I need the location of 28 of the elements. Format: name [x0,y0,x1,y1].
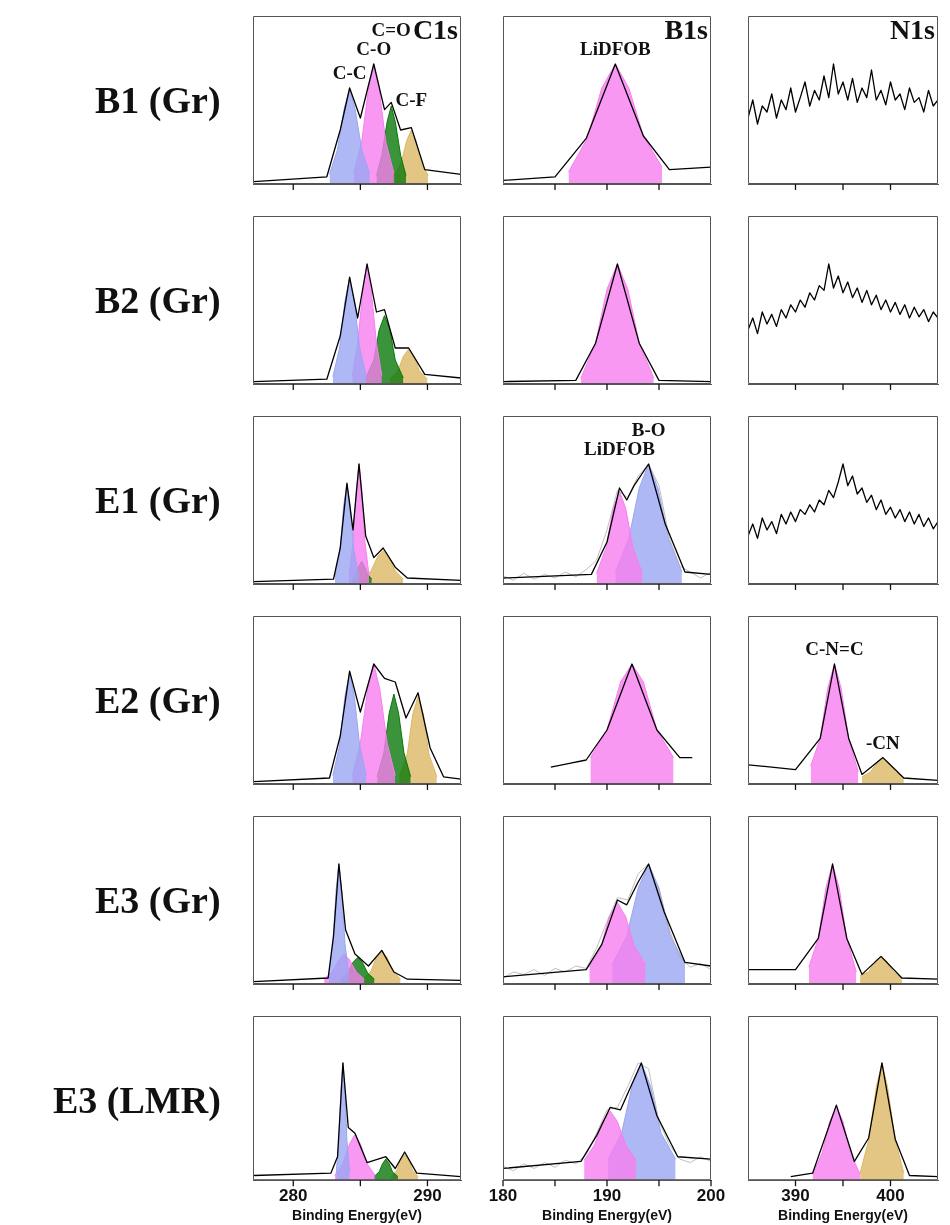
text: LiDFOB [579,38,652,60]
x-tick-label: 200 [696,1186,726,1206]
text: C=O [371,19,411,41]
y-axis-title: E3 (LMR) [53,1078,221,1122]
y-axis-title: B1 (Gr) [95,78,221,122]
y-axis-title: E1 (Gr) [95,478,221,522]
annotation: C-C [332,62,367,84]
y-axis-title: E2 (Gr) [95,678,221,722]
x-tick-label: 400 [876,1186,905,1206]
x-axis-title: Binding Energy(eV) [542,1207,672,1224]
x-axis-title: Binding Energy(eV) [778,1207,908,1224]
x-tick-label: 390 [781,1186,810,1206]
text: C-O [356,38,392,60]
y-axis-title: E3 (Gr) [95,878,221,922]
x-axis-title: Binding Energy(eV) [292,1207,422,1224]
x-tick-label: 280 [279,1186,308,1206]
annotation: C-F [395,89,428,111]
y-axis-title: B2 (Gr) [95,278,221,322]
chart-title: B1s [664,14,709,46]
chart-title: N1s [889,14,936,46]
annotation: -CN [866,732,901,754]
x-tick-label: 290 [413,1186,442,1206]
x-tick-label: 190 [592,1186,622,1206]
text: B-O [631,419,666,441]
chart-title: C1s [412,14,459,46]
x-tick-label: 180 [488,1186,518,1206]
text: C-N=C [805,638,864,660]
text: LiDFOB [584,438,656,460]
